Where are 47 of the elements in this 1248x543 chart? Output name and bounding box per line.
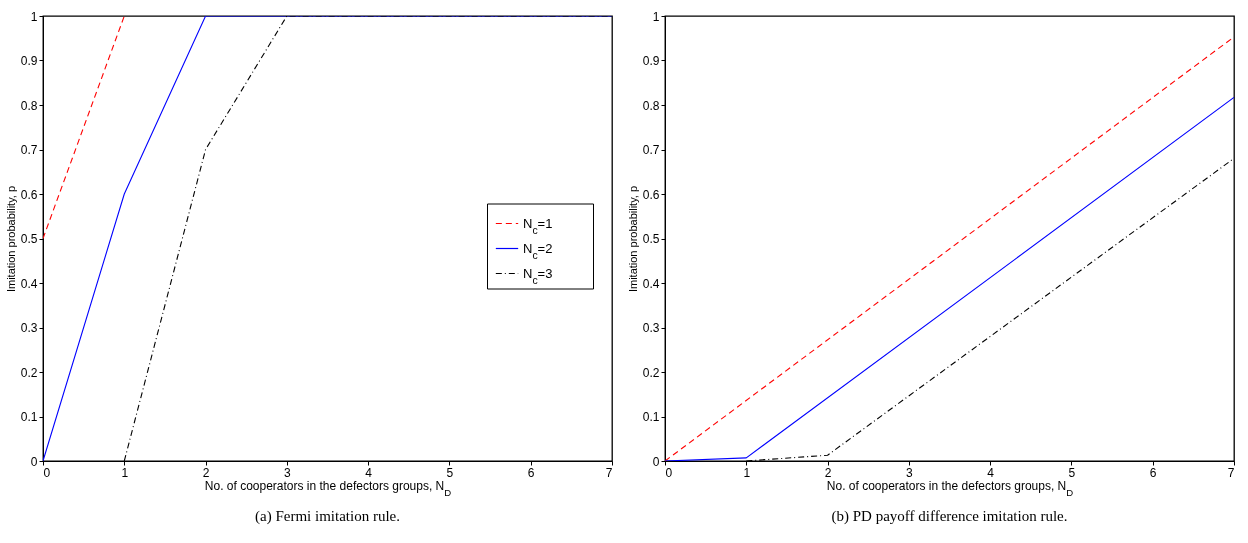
y-tick-label: 0.4 [20,276,38,291]
y-tick-label: 0.8 [642,98,660,113]
y-tick-label: 0.5 [20,232,38,246]
legend-label: N$_{c}$=3 [523,265,553,285]
y-tick-label: 0.6 [642,187,660,202]
x-axis-title: No. of cooperators in the defectors groups, N$_{D}$ [826,478,1074,497]
x-tick-label: 5 [446,465,454,480]
y-tick-label: 0.8 [20,98,38,113]
y-axis-title: Imitation probability, p [4,185,17,293]
y-tick-label: 0.9 [642,54,660,68]
x-tick-label: 4 [987,465,995,480]
y-tick-label: 0.3 [20,321,38,335]
y-tick-label: 0.2 [642,365,660,380]
text: (a) Fermi imitation rule. [255,508,400,525]
x-tick-label: 1 [121,465,129,480]
x-tick-label: 6 [527,465,535,480]
y-tick-label: 0.1 [642,410,660,424]
legend-label: N$_{c}$=2 [523,240,553,260]
x-tick-label: 1 [743,465,751,480]
x-tick-label: 0 [43,465,51,480]
y-tick-label: 0.7 [20,143,38,157]
x-tick-label: 5 [1068,465,1076,480]
x-tick-label: 2 [824,465,832,480]
x-tick-label: 7 [605,465,613,480]
y-tick-label: 0.3 [642,321,660,335]
text: (b) PD payoff difference imitation rule. [831,508,1068,525]
x-tick-label: 2 [202,465,210,480]
y-tick-label: 0.5 [642,232,660,246]
x-tick-label: 3 [906,465,914,480]
y-tick-label: 1 [652,9,660,24]
x-tick-label: 4 [365,465,373,480]
x-tick-label: 6 [1149,465,1157,480]
y-tick-label: 0.7 [642,143,660,157]
y-axis-title: Imitation probability, p [626,185,639,293]
legend-label: N$_{c}$=1 [523,215,553,235]
x-axis-title: No. of cooperators in the defectors groups, N$_{D}$ [204,478,452,497]
y-tick-label: 1 [30,9,38,24]
x-tick-label: 3 [284,465,292,480]
y-tick-label: 0.4 [642,276,660,291]
y-tick-label: 0.1 [20,410,38,424]
y-tick-label: 0.6 [20,187,38,202]
y-tick-label: 0 [652,454,660,469]
y-tick-label: 0 [30,454,38,469]
x-tick-label: 0 [665,465,673,480]
y-tick-label: 0.9 [20,54,38,68]
y-tick-label: 0.2 [20,365,38,380]
x-tick-label: 7 [1227,465,1235,480]
